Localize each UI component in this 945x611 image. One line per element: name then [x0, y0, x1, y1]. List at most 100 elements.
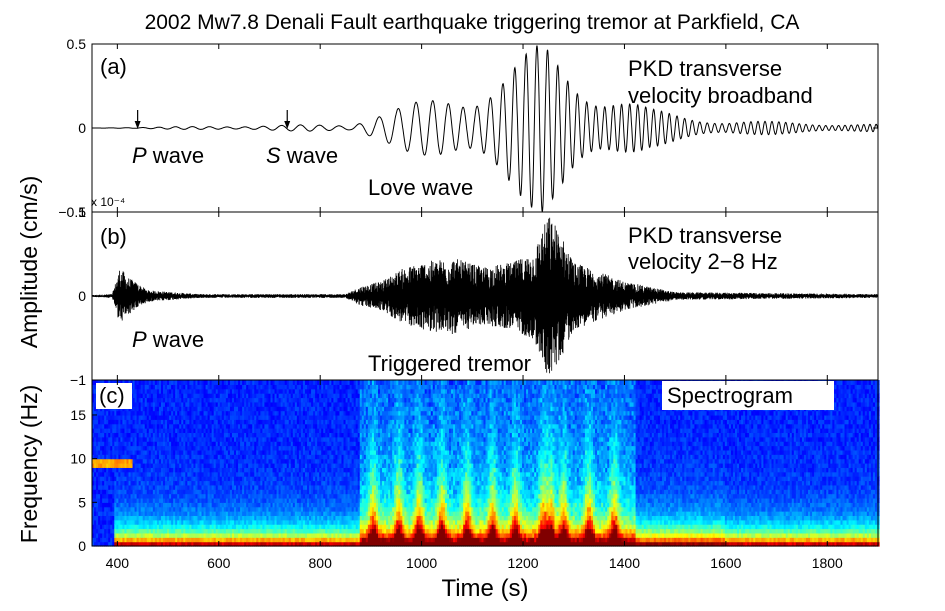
- spectrogram-cell: [138, 449, 142, 455]
- spectrogram-cell: [201, 506, 205, 512]
- spectrogram-cell: [130, 519, 134, 525]
- spectrogram-cell: [94, 480, 97, 486]
- spectrogram-cell: [98, 480, 101, 486]
- spectrogram-cell: [106, 524, 109, 530]
- spectrogram-cell: [134, 476, 138, 482]
- spectrogram-cell: [116, 467, 119, 473]
- spectrogram-cell: [100, 476, 103, 482]
- spectrogram-cell: [156, 519, 160, 525]
- spectrogram-cell: [177, 393, 180, 399]
- spectrogram-cell: [171, 397, 174, 403]
- spectrogram-cell: [197, 502, 201, 508]
- spectrogram-cell: [195, 537, 199, 543]
- spectrogram-cell: [199, 497, 203, 503]
- spectrogram-cell: [134, 506, 138, 512]
- spectrogram-cell: [118, 441, 121, 447]
- spectrogram-cell: [177, 419, 180, 425]
- spectrogram-cell: [171, 432, 174, 438]
- spectrogram-cell: [140, 489, 144, 495]
- spectrogram-cell: [169, 414, 172, 420]
- spectrogram-cell: [118, 380, 121, 385]
- spectrogram-cell: [183, 463, 186, 468]
- spectrogram-cell: [171, 493, 174, 499]
- spectrogram-cell: [183, 414, 186, 420]
- spectrogram-cell: [185, 406, 188, 412]
- spectrogram-cell: [94, 489, 97, 495]
- spectrogram-cell: [96, 449, 99, 455]
- spectrogram-cell: [167, 484, 170, 490]
- spectrogram-cell: [128, 480, 132, 486]
- spectrogram-cell: [92, 541, 95, 547]
- spectrogram-cell: [110, 537, 113, 543]
- spectrogram-cell: [183, 532, 186, 538]
- spectrogram-cell: [114, 519, 117, 525]
- spectrogram-cell: [126, 454, 130, 460]
- spectrogram-cell: [136, 384, 140, 390]
- spectrogram-cell: [124, 380, 128, 385]
- spectrogram-cell: [104, 541, 107, 547]
- spectrogram-cell: [92, 476, 95, 482]
- spectrogram-cell: [185, 401, 188, 407]
- spectrogram-cell: [102, 419, 105, 425]
- spectrogram-cell: [183, 489, 186, 495]
- spectrogram-cell: [128, 458, 132, 464]
- spectrogram-cell: [102, 423, 105, 429]
- spectrogram-cell: [201, 463, 205, 468]
- spectrogram-cell: [171, 541, 174, 547]
- spectrogram-cell: [112, 471, 115, 477]
- spectrogram-cell: [162, 406, 166, 412]
- spectrogram-cell: [201, 401, 205, 407]
- spectrogram-cell: [181, 506, 184, 512]
- spectrogram-cell: [181, 449, 184, 455]
- spectrogram-cell: [167, 436, 170, 442]
- spectrogram-cell: [150, 537, 154, 543]
- spectrogram-cell: [169, 467, 172, 473]
- spectrogram-cell: [187, 532, 190, 538]
- spectrogram-cell: [191, 502, 195, 508]
- spectrogram-cell: [148, 489, 152, 495]
- spectrogram-cell: [177, 480, 180, 486]
- spectrogram-cell: [183, 445, 186, 451]
- spectrogram-cell: [162, 436, 166, 442]
- spectrogram-cell: [118, 480, 121, 486]
- spectrogram-cell: [134, 449, 138, 455]
- spectrogram-cell: [122, 414, 126, 420]
- spectrogram-cell: [130, 484, 134, 490]
- spectrogram-cell: [104, 467, 107, 473]
- spectrogram-cell: [94, 519, 97, 525]
- spectrogram-cell: [148, 441, 152, 447]
- spectrogram-cell: [150, 463, 154, 468]
- spectrogram-cell: [124, 502, 128, 508]
- spectrogram-cell: [173, 384, 176, 390]
- spectrogram-cell: [150, 532, 154, 538]
- spectrogram-cell: [169, 388, 172, 394]
- spectrogram-cell: [110, 484, 113, 490]
- spectrogram-cell: [146, 388, 150, 394]
- spectrogram-cell: [140, 502, 144, 508]
- spectrogram-cell: [189, 484, 192, 490]
- spectrogram-cell: [92, 410, 95, 416]
- spectrogram-cell: [199, 541, 203, 547]
- spectrogram-cell: [94, 428, 97, 434]
- spectrogram-cell: [177, 410, 180, 416]
- spectrogram-cell: [120, 476, 124, 482]
- spectrogram-cell: [138, 436, 142, 442]
- spectrogram-cell: [201, 458, 205, 464]
- spectrogram-cell: [173, 484, 176, 490]
- spectrogram-cell: [100, 454, 103, 460]
- spectrogram-cell: [148, 454, 152, 460]
- spectrogram-cell: [191, 388, 195, 394]
- spectrogram-cell: [201, 388, 205, 394]
- spectrogram-cell: [116, 445, 119, 451]
- spectrogram-cell: [148, 458, 152, 464]
- spectrogram-cell: [130, 502, 134, 508]
- spectrogram-cell: [102, 476, 105, 482]
- spectrogram-cell: [136, 463, 140, 468]
- spectrogram-cell: [191, 428, 195, 434]
- spectrogram-cell: [175, 454, 178, 460]
- spectrogram-cell: [118, 506, 121, 512]
- spectrogram-cell: [181, 493, 184, 499]
- spectrogram-cell: [193, 532, 197, 538]
- spectrogram-cell: [181, 463, 184, 468]
- spectrogram-cell: [116, 497, 119, 503]
